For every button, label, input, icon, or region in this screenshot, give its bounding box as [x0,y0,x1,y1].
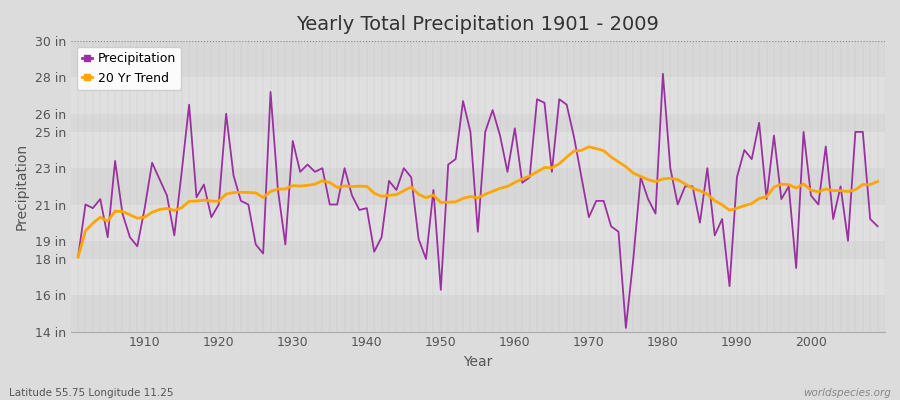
Bar [71,295,885,332]
Title: Yearly Total Precipitation 1901 - 2009: Yearly Total Precipitation 1901 - 2009 [296,15,660,34]
Y-axis label: Precipitation: Precipitation [15,143,29,230]
Bar [71,41,885,78]
Text: worldspecies.org: worldspecies.org [803,388,891,398]
Bar [71,168,885,204]
Bar [71,132,885,168]
X-axis label: Year: Year [464,355,492,369]
Bar [71,78,885,114]
Text: Latitude 55.75 Longitude 11.25: Latitude 55.75 Longitude 11.25 [9,388,174,398]
Bar [71,259,885,295]
Legend: Precipitation, 20 Yr Trend: Precipitation, 20 Yr Trend [76,47,182,90]
Bar [71,114,885,132]
Bar [71,204,885,241]
Bar [71,241,885,259]
